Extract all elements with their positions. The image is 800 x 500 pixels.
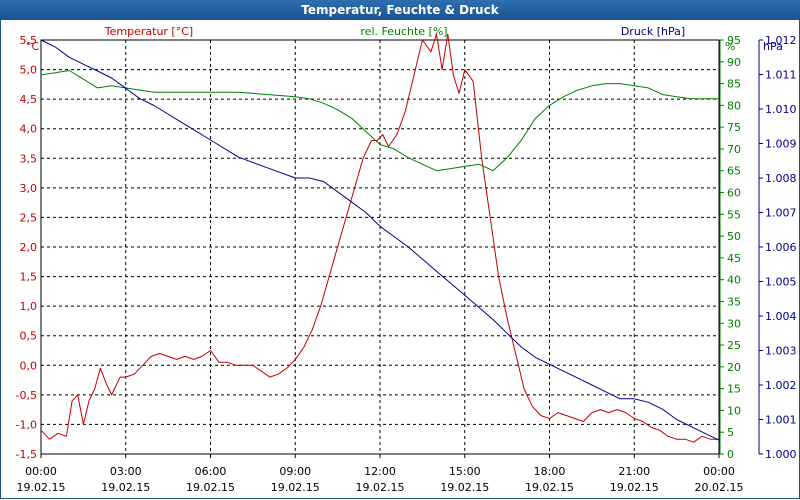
temperature-tick-label: -1,0 — [16, 418, 37, 431]
temperature-axis-title: Temperatur [°C] — [104, 25, 193, 38]
x-tick-time: 06:00 — [195, 465, 227, 478]
pressure-tick-label: 1.008 — [765, 172, 797, 185]
temperature-tick-label: 3,0 — [20, 182, 38, 195]
humidity-line — [40, 70, 719, 172]
pressure-tick-label: 1.007 — [765, 207, 797, 220]
chart-svg: -1,5 -1,0 -0,5 0,0 0,5 1,0 1,5 2,0 2,5 3,0 3,5 4,0 4… — [16, 25, 797, 494]
temperature-tick-label: 4,0 — [20, 123, 38, 136]
humidity-tick-label: 20 — [727, 361, 741, 374]
humidity-tick-label: 30 — [727, 317, 741, 330]
pressure-unit: hPa — [763, 40, 783, 53]
temperature-unit: °C — [26, 40, 40, 53]
temperature-tick-label: -1,5 — [16, 448, 37, 461]
temperature-tick-label: 5,5 — [20, 34, 38, 47]
humidity-tick-label: 95 — [727, 34, 741, 47]
humidity-tick-label: 10 — [727, 404, 741, 417]
humidity-tick-label: 45 — [727, 252, 741, 265]
pressure-tick-label: 1.004 — [765, 310, 797, 323]
pressure-tick-label: 1.005 — [765, 276, 797, 289]
humidity-tick-label: 70 — [727, 143, 741, 156]
humidity-axis-title: rel. Feuchte [%] — [360, 25, 447, 38]
x-tick-time: 03:00 — [110, 465, 142, 478]
temperature-tick-label: 2,0 — [20, 241, 38, 254]
pressure-tick-label: 1.001 — [765, 414, 797, 427]
x-tick-date: 19.02.15 — [525, 481, 574, 494]
humidity-unit: % — [725, 40, 735, 53]
window-title: Temperatur, Feuchte & Druck — [0, 0, 800, 20]
x-tick-time: 09:00 — [279, 465, 311, 478]
x-tick-date: 19.02.15 — [356, 481, 405, 494]
pressure-tick-label: 1.002 — [765, 379, 797, 392]
pressure-tick-label: 1.003 — [765, 345, 797, 358]
humidity-tick-label: 0 — [727, 448, 734, 461]
pressure-tick-label: 1.012 — [765, 34, 797, 47]
humidity-tick-label: 5 — [727, 426, 734, 439]
x-tick-date: 19.02.15 — [186, 481, 235, 494]
humidity-tick-label: 35 — [727, 295, 741, 308]
pressure-tick-label: 1.009 — [765, 138, 797, 151]
pressure-axis-title: Druck [hPa] — [621, 25, 685, 38]
temperature-line — [40, 33, 719, 443]
pressure-tick-label: 1.010 — [765, 103, 797, 116]
humidity-tick-label: 80 — [727, 99, 741, 112]
temperature-tick-label: 1,5 — [20, 271, 38, 284]
x-tick-time: 21:00 — [618, 465, 650, 478]
temperature-tick-label: 5,0 — [20, 64, 38, 77]
humidity-tick-label: 65 — [727, 165, 741, 178]
humidity-tick-label: 25 — [727, 339, 741, 352]
humidity-tick-label: 75 — [727, 121, 741, 134]
temperature-tick-label: 1,0 — [20, 300, 38, 313]
pressure-tick-label: 1.000 — [765, 448, 797, 461]
x-tick-date: 19.02.15 — [101, 481, 150, 494]
humidity-tick-label: 90 — [727, 56, 741, 69]
x-tick-time: 15:00 — [449, 465, 481, 478]
x-tick-time: 00:00 — [703, 465, 735, 478]
x-tick-date: 19.02.15 — [17, 481, 66, 494]
humidity-tick-label: 50 — [727, 230, 741, 243]
temperature-tick-label: -0,5 — [16, 389, 37, 402]
humidity-tick-label: 60 — [727, 187, 741, 200]
x-tick-date: 19.02.15 — [440, 481, 489, 494]
temperature-tick-label: 3,5 — [20, 152, 38, 165]
axes-layer: -1,5 -1,0 -0,5 0,0 0,5 1,0 1,5 2,0 2,5 3,0 3,5 4,0 4… — [16, 34, 797, 494]
x-tick-time: 00:00 — [25, 465, 57, 478]
x-tick-time: 12:00 — [364, 465, 396, 478]
grid-layer — [41, 40, 719, 454]
temperature-tick-label: 0,0 — [20, 359, 38, 372]
temperature-tick-label: 4,5 — [20, 93, 38, 106]
x-tick-date: 20.02.15 — [695, 481, 744, 494]
humidity-tick-label: 40 — [727, 274, 741, 287]
series-layer — [40, 33, 720, 443]
x-tick-time: 18:00 — [534, 465, 566, 478]
chart-frame: -1,5 -1,0 -0,5 0,0 0,5 1,0 1,5 2,0 2,5 3,0 3,5 4,0 4… — [0, 20, 800, 499]
pressure-line — [40, 39, 720, 441]
x-tick-date: 19.02.15 — [271, 481, 320, 494]
temperature-tick-label: 2,5 — [20, 211, 38, 224]
pressure-tick-label: 1.011 — [765, 69, 797, 82]
x-tick-date: 19.02.15 — [610, 481, 659, 494]
humidity-tick-label: 85 — [727, 78, 741, 91]
pressure-tick-label: 1.006 — [765, 241, 797, 254]
humidity-tick-label: 15 — [727, 383, 741, 396]
temperature-tick-label: 0,5 — [20, 330, 38, 343]
humidity-tick-label: 55 — [727, 208, 741, 221]
